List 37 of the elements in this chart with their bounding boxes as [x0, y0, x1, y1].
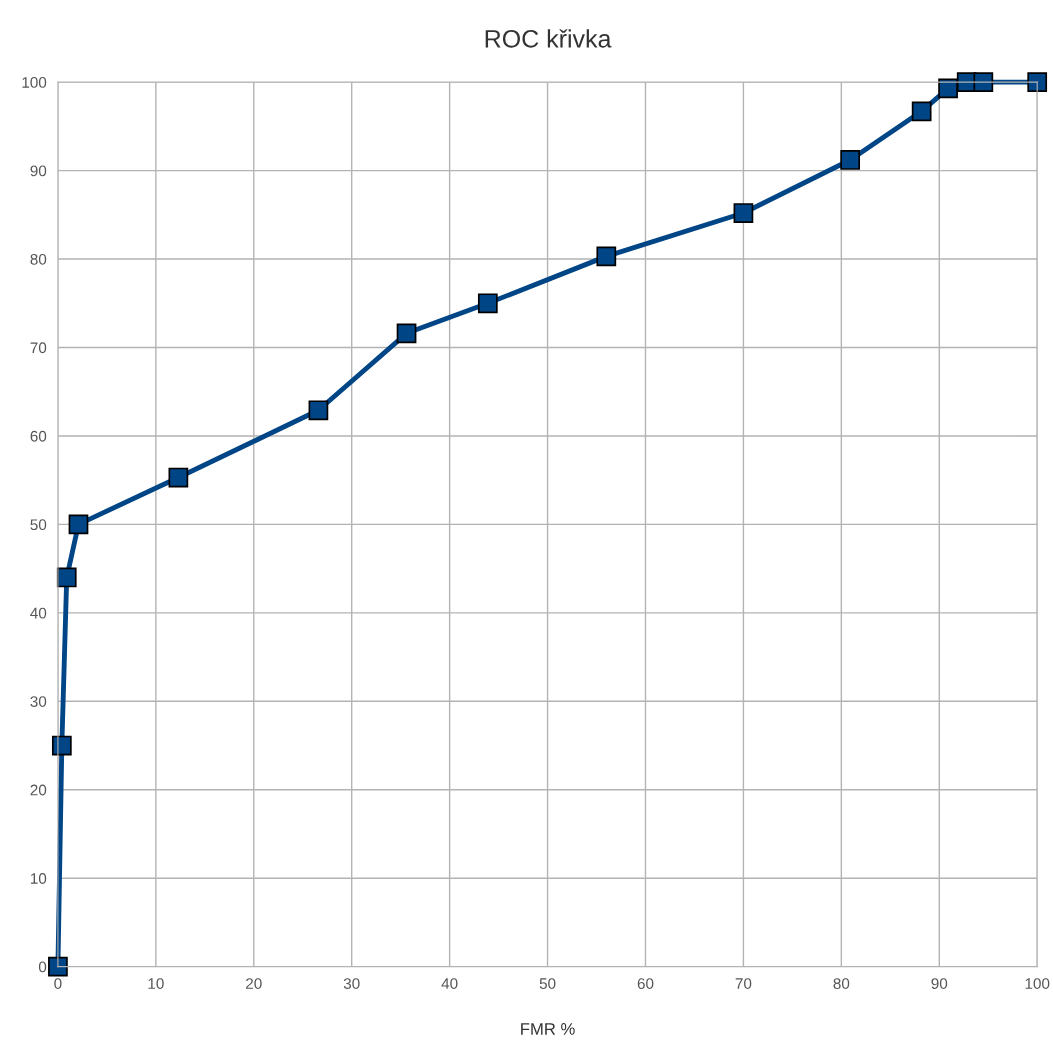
chart-title: ROC křivka: [485, 29, 612, 48]
point: [596, 246, 617, 267]
y-tick-label: 40: [30, 607, 47, 619]
point: [733, 203, 754, 223]
x-tick-label: 80: [833, 978, 850, 989]
x-tick-label: 90: [931, 978, 948, 989]
y-tick-label: 70: [30, 342, 47, 354]
point: [68, 514, 89, 535]
x-tick-label: 30: [343, 978, 360, 989]
point: [477, 293, 498, 314]
point: [48, 956, 68, 977]
y-tick-label: 100: [22, 77, 47, 88]
x-tick-label: 60: [637, 978, 654, 989]
point: [973, 72, 994, 92]
point: [938, 78, 958, 99]
y-tick-label: 60: [30, 430, 47, 442]
x-axis-title: FMR %: [521, 1023, 575, 1035]
y-tick-label: 0: [38, 961, 47, 973]
x-tick-label: 10: [148, 978, 164, 989]
point: [911, 101, 932, 122]
x-tick-label: 20: [246, 978, 262, 989]
x-tick-label: 70: [735, 978, 752, 989]
y-tick-label: 20: [30, 784, 47, 796]
y-tick-label: 80: [30, 253, 47, 265]
y-tick-label: 30: [30, 696, 47, 707]
y-tick-label: 50: [30, 519, 47, 531]
x-tick-label: 100: [1025, 978, 1050, 989]
x-tick-label: 0: [54, 978, 62, 989]
point: [840, 150, 861, 170]
y-tick-label: 90: [30, 165, 47, 177]
point: [168, 467, 189, 488]
y-tick-label: 10: [30, 873, 47, 884]
point: [1027, 72, 1048, 92]
point: [396, 323, 417, 344]
x-tick-label: 50: [539, 978, 556, 989]
x-tick-label: 40: [441, 978, 458, 989]
point: [308, 400, 329, 421]
